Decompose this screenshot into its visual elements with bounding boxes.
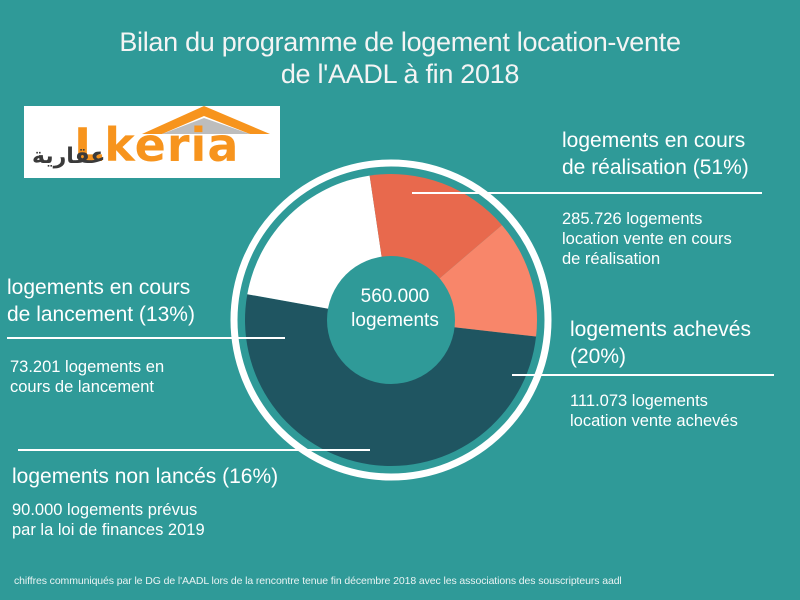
center-total-unit: logements <box>351 310 439 331</box>
label-lancement-heading-1: logements en cours <box>7 276 191 299</box>
label-lancement-heading: logements en cours de lancement (13%) <box>7 274 195 328</box>
label-realisation-detail-1: 285.726 logements <box>562 210 703 228</box>
logo-arabic-text: عقارية <box>32 144 106 169</box>
leader-line-lancement <box>7 337 285 339</box>
label-lancement-heading-2: de lancement (13%) <box>7 303 195 326</box>
title-line-2: de l'AADL à fin 2018 <box>280 59 520 89</box>
label-lancement-detail: 73.201 logements en cours de lancement <box>10 357 164 397</box>
label-acheves-heading-2: (20%) <box>570 345 627 368</box>
chart-title: Bilan du programme de logement location-… <box>0 26 800 90</box>
label-realisation-heading: logements en cours de réalisation (51%) <box>562 127 749 181</box>
leader-line-acheves <box>512 374 774 376</box>
leader-line-non-lances <box>18 449 370 451</box>
donut-hole <box>327 256 455 384</box>
label-acheves-detail-2: location vente achevés <box>570 412 738 430</box>
leader-line-realisation <box>412 192 762 194</box>
label-non-lances-heading: logements non lancés (16%) <box>12 465 279 488</box>
chart-center-total: 560.000 logements <box>320 285 470 333</box>
logo-roof-icon <box>142 106 270 134</box>
source-footnote: chiffres communiqués par le DG de l'AADL… <box>14 575 622 587</box>
logo-latin-text: Lkeria <box>74 118 240 172</box>
label-non-lances-detail: 90.000 logements prévus par la loi de fi… <box>12 500 205 540</box>
label-realisation-detail: 285.726 logements location vente en cour… <box>562 209 732 269</box>
label-non-lances-detail-2: par la loi de finances 2019 <box>12 521 205 539</box>
label-lancement-detail-1: 73.201 logements en <box>10 358 165 376</box>
label-acheves-detail-1: 111.073 logements <box>570 392 708 410</box>
lkeria-logo: Lkeria عقارية <box>24 106 280 178</box>
title-line-1: Bilan du programme de logement location-… <box>119 27 681 57</box>
label-realisation-detail-3: de réalisation <box>562 250 661 268</box>
label-realisation-heading-2: de réalisation (51%) <box>562 156 749 179</box>
label-realisation-detail-2: location vente en cours <box>562 230 732 248</box>
outer-ring <box>230 159 552 481</box>
center-total-value: 560.000 <box>360 286 430 307</box>
label-acheves-detail: 111.073 logements location vente achevés <box>570 391 738 431</box>
label-acheves-heading-1: logements achevés <box>570 318 751 341</box>
label-lancement-detail-2: cours de lancement <box>10 378 154 396</box>
label-realisation-heading-1: logements en cours <box>562 129 746 152</box>
label-acheves-heading: logements achevés (20%) <box>570 316 751 370</box>
label-non-lances-detail-1: 90.000 logements prévus <box>12 501 198 519</box>
